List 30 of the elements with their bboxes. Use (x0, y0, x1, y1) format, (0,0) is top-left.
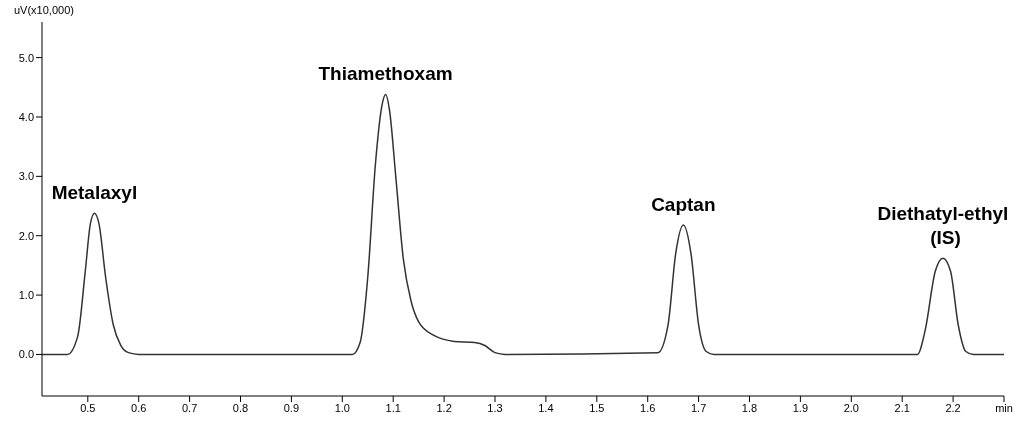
y-tick-label: 0.0 (18, 348, 34, 361)
y-tick-label: 5.0 (18, 51, 34, 64)
x-tick-label: 0.9 (283, 401, 300, 414)
x-tick-label: 1.3 (487, 401, 503, 414)
y-axis-title: uV(x10,000) (14, 4, 74, 16)
x-tick-label: 0.6 (131, 401, 147, 414)
x-tick-label: 0.7 (181, 401, 198, 414)
x-tick-label: 0.8 (232, 401, 249, 414)
x-tick-label: 1.6 (640, 401, 656, 414)
x-tick-label: 1.1 (385, 401, 401, 414)
annotation: Metalaxyl (51, 182, 138, 204)
x-tick-label: 2.1 (894, 401, 910, 414)
x-tick-label: 1.2 (436, 401, 452, 414)
y-tick-label: 3.0 (18, 170, 34, 183)
x-tick-label: 1.8 (741, 401, 758, 414)
y-tick-label: 2.0 (18, 229, 34, 242)
x-tick-label: 1.4 (538, 401, 554, 414)
y-tick-label: 1.0 (18, 288, 34, 301)
y-tick-label: 4.0 (18, 110, 34, 123)
x-tick-label: 1.9 (792, 401, 809, 414)
annotation: Captan (651, 194, 716, 216)
x-tick-label: 1.7 (690, 401, 707, 414)
annotation: Thiamethoxam (318, 63, 453, 85)
x-tick-label: 1.0 (334, 401, 350, 414)
x-tick-label: 1.5 (589, 401, 605, 414)
x-tick-label: 0.5 (80, 401, 96, 414)
annotation: Diethatyl-ethyl (IS) (877, 203, 1009, 249)
x-tick-label: 2.2 (945, 401, 961, 414)
x-tick-label: 2.0 (843, 401, 859, 414)
x-tick-label: min (995, 401, 1013, 414)
